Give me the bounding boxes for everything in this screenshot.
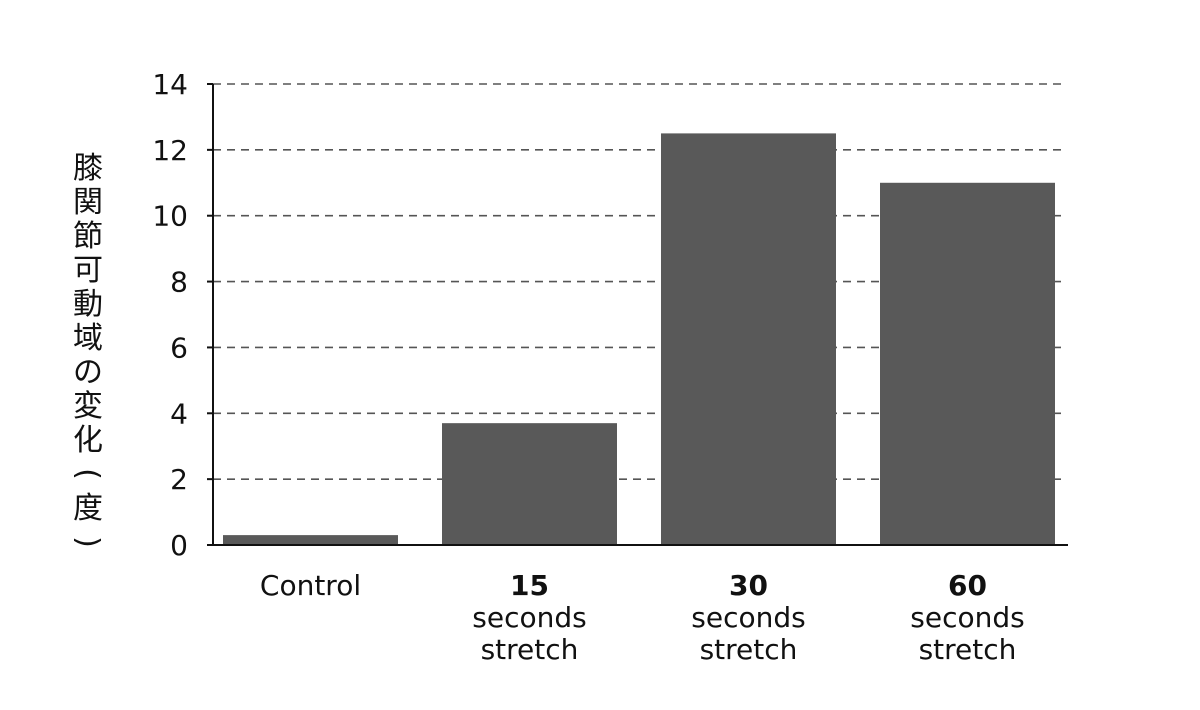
x-tick-label: seconds [691, 601, 805, 634]
y-axis-label-char: 変 [73, 389, 103, 424]
y-tick-label: 10 [152, 200, 188, 233]
y-tick-label: 8 [170, 266, 188, 299]
y-tick-label: 4 [170, 397, 188, 430]
y-tick-label: 0 [170, 529, 188, 562]
x-tick-label: stretch [481, 633, 579, 666]
y-tick-label: 6 [170, 331, 188, 364]
y-axis-label-char: ) [70, 536, 105, 548]
axes [207, 84, 1068, 546]
x-tick-label: stretch [700, 633, 798, 666]
y-axis-label-char: 化 [73, 423, 103, 458]
y-axis-label-char: 膝 [73, 151, 103, 186]
bars [223, 133, 1055, 546]
y-tick-labels: 0 2 4 6 8 10 12 14 [152, 68, 213, 562]
x-tick-labels: Control 15secondsstretch30secondsstretch6… [260, 569, 1025, 666]
bar [880, 182, 1055, 546]
y-axis-label-char: 関 [73, 185, 103, 220]
x-tick-label: 15 [510, 569, 549, 602]
y-axis-label-char: 可 [73, 253, 103, 288]
x-tick-label: stretch [919, 633, 1017, 666]
x-tick-label: seconds [472, 601, 586, 634]
x-tick-label: 30 [729, 569, 768, 602]
y-tick-label: 14 [152, 68, 188, 101]
y-tick-label: 12 [152, 134, 188, 167]
y-axis-label-char: 域 [73, 321, 103, 356]
y-axis-label-char: 節 [73, 219, 103, 254]
x-tick-label: seconds [910, 601, 1024, 634]
y-axis-label-char: 度 [73, 491, 103, 526]
bar [223, 535, 398, 545]
y-tick-label: 2 [170, 463, 188, 496]
y-axis-label-char: ( [70, 468, 105, 480]
x-tick-label: Control [260, 569, 361, 602]
x-tick-label: 60 [948, 569, 987, 602]
bar [442, 423, 617, 545]
bar [661, 133, 836, 545]
gridlines [213, 83, 1065, 480]
y-axis-label-char: 動 [73, 287, 103, 322]
y-axis-label-char: の [73, 355, 103, 390]
